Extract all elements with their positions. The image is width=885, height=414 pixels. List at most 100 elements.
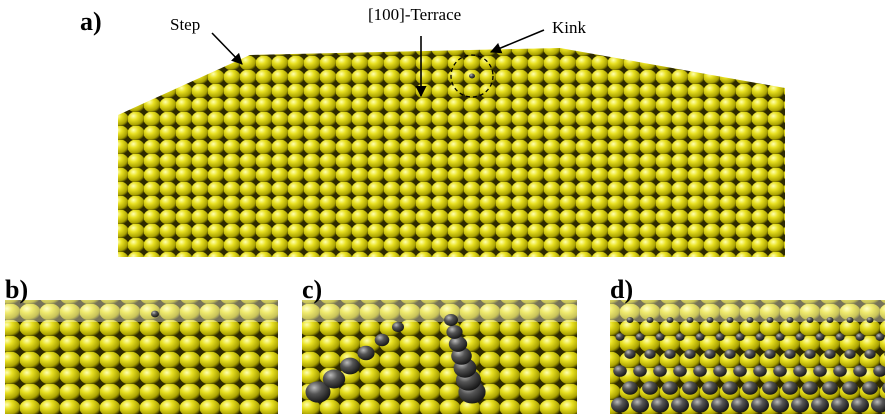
dark-atom xyxy=(613,365,627,377)
dark-atom xyxy=(744,349,755,359)
step-arrow xyxy=(212,33,242,64)
figure: a) Step [100]-Terrace Kink b) c) d) xyxy=(0,0,885,414)
annotation: Step xyxy=(170,15,200,34)
dark-atom xyxy=(731,397,749,412)
dark-atom xyxy=(835,333,844,341)
dark-atom xyxy=(762,381,778,394)
dark-atom xyxy=(713,365,727,377)
dark-atom xyxy=(775,333,784,341)
dark-atom xyxy=(853,365,867,377)
dark-atom xyxy=(444,314,458,326)
dark-atom xyxy=(822,381,838,394)
dark-atom xyxy=(795,333,804,341)
panel-label: c) xyxy=(302,275,322,304)
dark-atom xyxy=(784,349,795,359)
dark-atom xyxy=(633,365,647,377)
dark-atom xyxy=(755,333,764,341)
dark-atom xyxy=(844,349,855,359)
dark-atom xyxy=(851,397,869,412)
dark-atom xyxy=(647,317,654,323)
dark-atom xyxy=(875,333,884,341)
dark-atom xyxy=(855,333,864,341)
dark-atom xyxy=(446,325,462,339)
dark-atom xyxy=(804,349,815,359)
dark-atom xyxy=(711,397,729,412)
dark-atom xyxy=(815,333,824,341)
dark-atom xyxy=(747,317,754,323)
dark-atom xyxy=(635,333,644,341)
dark-atom xyxy=(651,397,669,412)
dark-atom xyxy=(615,333,624,341)
dark-atom xyxy=(791,397,809,412)
haze-c xyxy=(302,300,577,322)
dark-atom xyxy=(742,381,758,394)
dark-atom xyxy=(771,397,789,412)
dark-atom xyxy=(707,317,714,323)
dark-atom xyxy=(842,381,858,394)
dark-atom xyxy=(811,397,829,412)
dark-atom xyxy=(375,334,390,346)
dark-atom xyxy=(611,397,629,412)
dark-atom xyxy=(802,381,818,394)
dark-atom xyxy=(627,317,634,323)
dark-atom xyxy=(151,311,159,318)
dark-atom xyxy=(702,381,718,394)
dark-atom xyxy=(867,317,874,323)
dark-atom xyxy=(687,317,694,323)
dark-atom xyxy=(831,397,849,412)
surface-a xyxy=(118,48,785,257)
annotation: Kink xyxy=(552,18,587,37)
dark-atom xyxy=(751,397,769,412)
dark-atom xyxy=(675,333,684,341)
dark-atom xyxy=(667,317,674,323)
dark-atom xyxy=(695,333,704,341)
dark-atom xyxy=(847,317,854,323)
dark-atom xyxy=(827,317,834,323)
annotation: [100]-Terrace xyxy=(368,5,461,24)
dark-atom xyxy=(684,349,695,359)
dark-atom xyxy=(864,349,875,359)
dark-atom xyxy=(392,322,404,332)
page: a) Step [100]-Terrace Kink b) c) d) (() … xyxy=(0,0,885,414)
dark-atom xyxy=(655,333,664,341)
haze-b xyxy=(5,300,278,322)
dark-atom xyxy=(671,397,689,412)
dark-atom xyxy=(340,358,360,375)
dark-atom xyxy=(673,365,687,377)
dark-atom xyxy=(642,381,658,394)
dark-atom xyxy=(693,365,707,377)
dark-atom xyxy=(833,365,847,377)
dark-atom xyxy=(782,381,798,394)
dark-atom xyxy=(631,397,649,412)
dark-atom xyxy=(727,317,734,323)
dark-atom xyxy=(733,365,747,377)
dark-atom xyxy=(622,381,638,394)
dark-atom xyxy=(704,349,715,359)
dark-atom xyxy=(807,317,814,323)
dark-atom xyxy=(793,365,807,377)
dark-atom xyxy=(653,365,667,377)
dark-atom xyxy=(722,381,738,394)
dark-atom xyxy=(724,349,735,359)
dark-atom xyxy=(662,381,678,394)
dark-atom xyxy=(691,397,709,412)
dark-atom xyxy=(813,365,827,377)
dark-atom xyxy=(469,73,475,78)
dark-atom xyxy=(624,349,635,359)
dark-atom xyxy=(824,349,835,359)
dark-atom xyxy=(735,333,744,341)
dark-atom xyxy=(449,336,467,352)
dark-atom xyxy=(682,381,698,394)
panel-label: b) xyxy=(5,275,28,304)
dark-atom xyxy=(323,369,345,388)
dark-atom xyxy=(862,381,878,394)
dark-atom xyxy=(715,333,724,341)
panel-label: d) xyxy=(610,275,633,304)
dark-atom xyxy=(357,346,374,361)
dark-atom xyxy=(644,349,655,359)
panel-label: a) xyxy=(80,7,102,36)
dark-atom xyxy=(664,349,675,359)
dark-atom xyxy=(787,317,794,323)
dark-atom xyxy=(773,365,787,377)
dark-atom xyxy=(764,349,775,359)
